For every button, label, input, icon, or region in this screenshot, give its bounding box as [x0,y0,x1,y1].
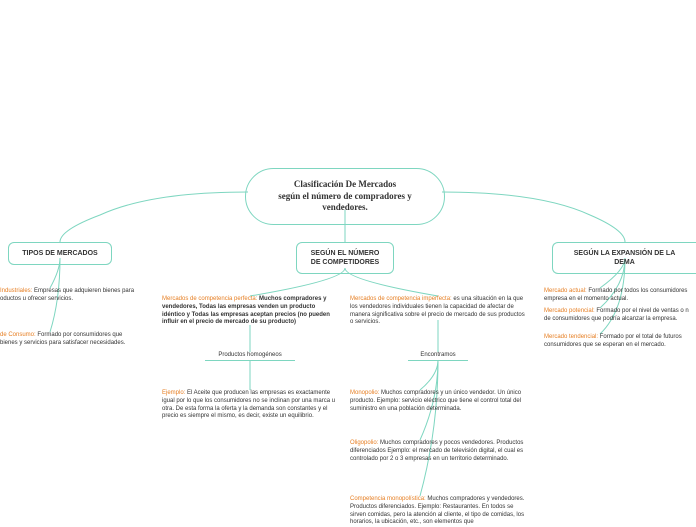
cat-tipos: TIPOS DE MERCADOS [8,242,112,265]
root-line1: Clasificación De Mercados [260,179,430,191]
leaf-industriales: Industriales: Empresas que adquieren bie… [0,288,140,304]
root-node: Clasificación De Mercados según el númer… [245,168,445,225]
cat-competidores: SEGÚN EL NÚMERO DE COMPETIDORES [296,242,394,274]
leaf-monopolio: Monopolio: Muchos compradores y un único… [350,390,526,413]
cat-expansion: SEGÚN LA EXPANSIÓN DE LA DEMA [552,242,696,274]
leaf-potencial: Mercado potencial: Formado por el nivel … [544,308,696,324]
leaf-actual: Mercado actual: Formado por todos los co… [544,288,696,304]
root-line2: según el número de compradores y [260,191,430,203]
leaf-imperfecta: Mercados de competencia imperfecta: es u… [350,296,526,327]
leaf-monopolistica: Competencia monopolística: Muchos compra… [350,496,526,527]
leaf-tendencial: Mercado tendencial: Formado por el total… [544,334,696,350]
leaf-oligopolio: Oligopolio: Muchos compradores y pocos v… [350,440,526,463]
label-encontramos: Encontramos [408,352,468,361]
leaf-perfecta: Mercados de competencia perfecta: Muchos… [162,296,338,327]
leaf-consumo: de Consumo: Formado por consumidores que… [0,332,140,348]
label-productos: Productos homogéneos [205,352,295,361]
leaf-ejemplo: Ejemplo: El Aceite que producen las empr… [162,390,338,421]
root-line3: vendedores. [260,202,430,214]
